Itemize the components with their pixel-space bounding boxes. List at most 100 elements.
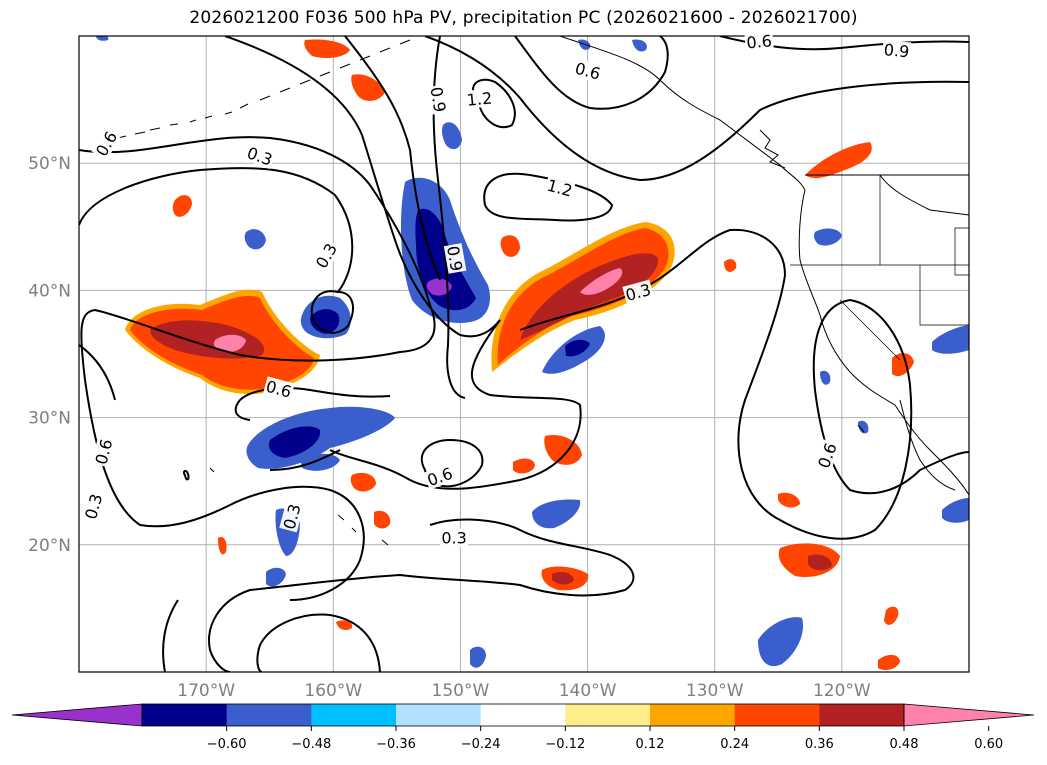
colorbar-tick-label: 0.48: [890, 737, 919, 752]
contour-label: 0.3: [440, 528, 469, 547]
negative-patch-13: [578, 39, 591, 50]
pv-contour-line: [329, 319, 582, 490]
contour-label-text: 0.3: [441, 528, 466, 547]
pv-contour-line: [79, 344, 116, 401]
contour-label-background: [91, 126, 121, 161]
contour-label-background: [91, 435, 116, 468]
contour-label-background: [263, 376, 295, 401]
negative-patch-16: [96, 36, 109, 41]
positive-patch-16: [884, 606, 899, 625]
positive-patch-17: [878, 654, 900, 670]
pv-contour-line: [344, 36, 441, 281]
contour-label-background: [571, 58, 604, 83]
contour-label-background: [813, 439, 841, 472]
pv-contour-line: [162, 599, 179, 672]
longitude-tick-label: 140°W: [559, 681, 617, 701]
contour-label-text: 0.9: [883, 40, 910, 61]
positive-patch-6: [724, 259, 737, 272]
contour-label-text: 0.9: [443, 244, 466, 272]
pv-contour-line: [229, 485, 365, 601]
colorbar-tick-label: −0.12: [545, 737, 585, 752]
colorbar: −0.60 −0.48 −0.36 −0.24 −0.12 0.12 0.24 0.36 0.4…: [11, 703, 1035, 752]
pv-contour-line: [269, 449, 341, 471]
colorbar-outline: [141, 703, 905, 727]
colorbar-tick-label: −0.24: [461, 737, 501, 752]
pv-contour-line: [234, 399, 251, 421]
contour-label-background: [80, 490, 106, 523]
contour-label-background: [243, 142, 277, 170]
baja-coastline: [899, 399, 956, 491]
negative-patch-14: [632, 39, 647, 52]
negative-patch-11: [942, 498, 969, 523]
longitude-tick-label: 120°W: [813, 681, 871, 701]
colorbar-tick-label: −0.48: [291, 737, 331, 752]
contour-label-text: 1.2: [466, 89, 493, 110]
longitude-tick-label: 130°W: [686, 681, 744, 701]
pv-contour-line: [79, 167, 354, 293]
longitude-tick-label: 170°W: [177, 681, 235, 701]
contour-label-background: [423, 463, 456, 490]
positive-patch-2: [351, 74, 385, 101]
contour-label: 0.6: [813, 439, 841, 472]
colorbar-segment: [480, 704, 566, 726]
positive-anomaly-west-peak: [213, 334, 246, 352]
colorbar-tick-label: 0.24: [720, 737, 749, 752]
negative-patch-15: [470, 646, 486, 668]
contour-label-background: [881, 40, 912, 61]
map-frame: [78, 35, 970, 673]
negative-anomaly-south-core: [268, 426, 321, 458]
contour-label-background: [464, 88, 495, 109]
contour-label-background: [440, 528, 469, 547]
colorbar-segment: [142, 704, 228, 726]
contour-label-background: [427, 84, 450, 115]
pv-contour-line: [310, 290, 354, 334]
negative-patch-7: [814, 228, 842, 246]
alaska-coastline: [559, 36, 806, 191]
colorbar-tick-label: 0.12: [636, 737, 665, 752]
colorbar-segment: [650, 704, 736, 726]
positive-patch-11: [218, 536, 227, 555]
negative-patch-6: [266, 567, 286, 587]
negative-patch-3-core: [565, 339, 590, 357]
contour-label: 0.9: [881, 40, 912, 61]
contour-label-background: [311, 238, 341, 273]
colorbar-segment: [226, 704, 312, 726]
negative-patch-10: [858, 420, 869, 434]
colorbar-tick-label: −0.60: [207, 737, 247, 752]
longitude-tick-label: 160°W: [304, 681, 362, 701]
contour-label-background: [622, 279, 655, 305]
colorbar-segment: [819, 704, 905, 726]
pv-contour-line: [239, 387, 391, 401]
positive-patch-18: [336, 620, 353, 630]
contour-label-background: [744, 31, 774, 52]
contour-label: 0.9: [443, 243, 467, 274]
negative-patch-2: [244, 229, 266, 250]
us-west-coastline: [798, 189, 969, 496]
contour-label: 0.6: [744, 31, 774, 52]
positive-patch-12-core: [552, 572, 574, 585]
contour-label: 1.2: [464, 88, 495, 110]
colorbar-tick-label: −0.36: [376, 737, 416, 752]
contour-label-background: [443, 243, 467, 274]
colorbar-segment: [311, 704, 397, 726]
colorbar-segment: [565, 704, 651, 726]
pv-contour-line: [519, 228, 969, 540]
latitude-tick-label: 40°N: [28, 281, 71, 301]
state-borders: [790, 175, 969, 361]
colorbar-tick-label: 0.36: [805, 737, 834, 752]
positive-patch-4: [805, 142, 872, 179]
negative-patch-12: [758, 617, 804, 667]
positive-patch-1: [304, 39, 350, 58]
colorbar-extend-high: [903, 703, 1035, 727]
colorbar-tick-label: 0.60: [974, 737, 1003, 752]
contour-label-text: 0.6: [746, 31, 773, 52]
pv-contour-line: [514, 36, 669, 110]
contour-label-background: [544, 175, 576, 200]
negative-anomaly-central-peak: [426, 278, 452, 296]
contour-label: 0.9: [426, 84, 450, 115]
longitude-tick-label: 150°W: [432, 681, 490, 701]
positive-patch-13: [778, 492, 800, 508]
hawaii-islands: [209, 424, 865, 546]
map-title: 2026021200 F036 500 hPa PV, precipitatio…: [189, 8, 858, 28]
pv-contour-line: [208, 518, 635, 672]
